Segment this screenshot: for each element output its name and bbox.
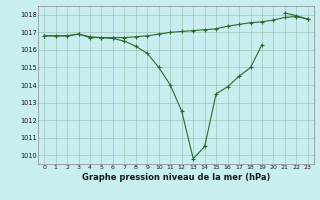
X-axis label: Graphe pression niveau de la mer (hPa): Graphe pression niveau de la mer (hPa) (82, 173, 270, 182)
